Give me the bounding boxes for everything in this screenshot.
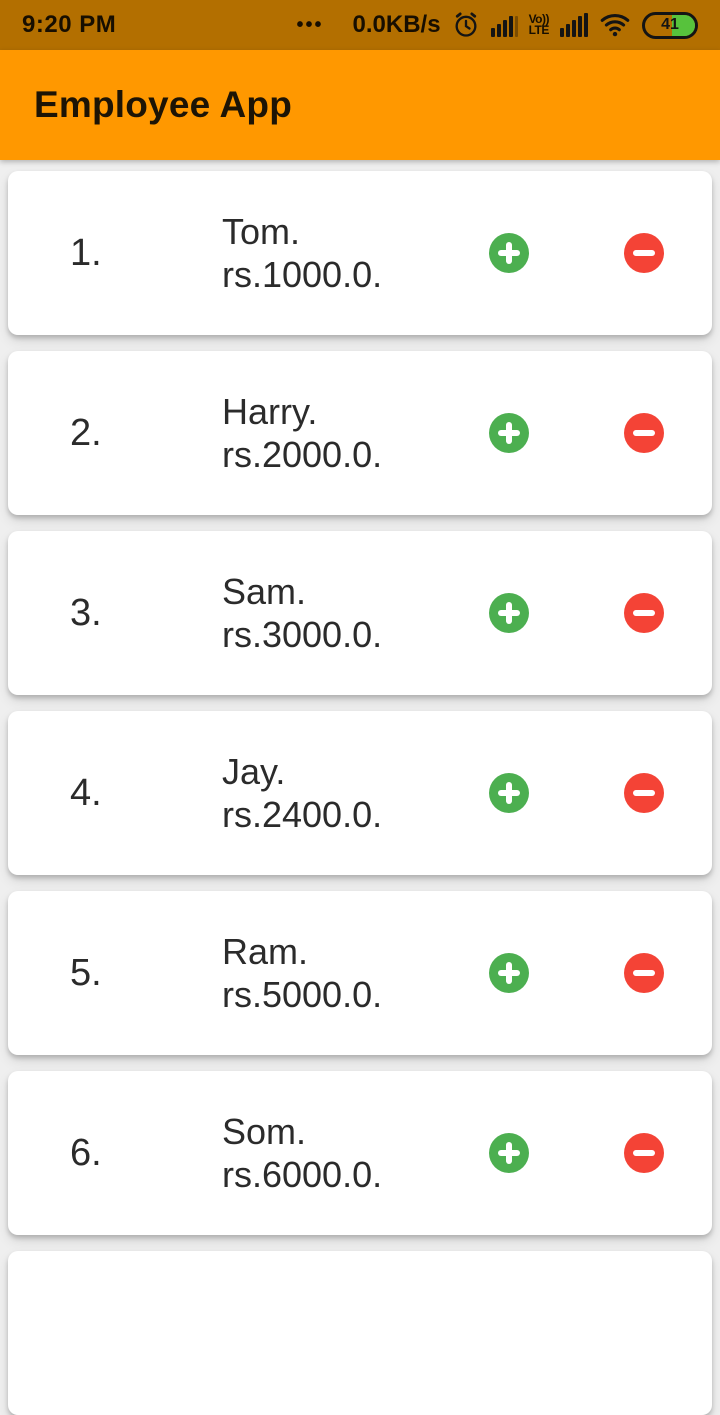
plus-icon xyxy=(506,422,512,444)
employee-index: 6. xyxy=(70,1131,102,1174)
increase-salary-button[interactable] xyxy=(489,773,529,813)
battery-fill xyxy=(672,14,695,36)
page-title: Employee App xyxy=(34,84,293,125)
employee-info: Som. rs.6000.0. xyxy=(222,1110,489,1196)
employee-info: Ram. rs.5000.0. xyxy=(222,930,489,1016)
plus-icon xyxy=(506,782,512,804)
app-bar: Employee App xyxy=(0,50,720,160)
wifi-icon xyxy=(599,12,631,38)
minus-icon xyxy=(633,970,655,976)
battery-icon: 41 xyxy=(642,11,698,39)
status-bar: 9:20 PM ••• 0.0KB/s Vo)) LTE xyxy=(0,0,720,50)
sim1-signal-icon xyxy=(490,13,518,37)
employee-card: 2. Harry. rs.2000.0. xyxy=(8,351,712,515)
employee-card: 1. Tom. rs.1000.0. xyxy=(8,171,712,335)
minus-icon xyxy=(633,790,655,796)
employee-index: 2. xyxy=(70,411,102,454)
employee-name: Ram. xyxy=(222,931,309,972)
decrease-salary-button[interactable] xyxy=(624,773,664,813)
employee-info: Harry. rs.2000.0. xyxy=(222,390,489,476)
plus-icon xyxy=(506,242,512,264)
employee-card: 5. Ram. rs.5000.0. xyxy=(8,891,712,1055)
employee-index: 1. xyxy=(70,231,102,274)
employee-salary: rs.5000.0. xyxy=(222,974,383,1015)
clock-time: 9:20 PM xyxy=(22,11,117,38)
sim2-signal-icon xyxy=(560,13,588,37)
status-bar-icons: ••• 0.0KB/s Vo)) LTE xyxy=(296,11,698,39)
decrease-salary-button[interactable] xyxy=(624,953,664,993)
employee-card: 3. Sam. rs.3000.0. xyxy=(8,531,712,695)
increase-salary-button[interactable] xyxy=(489,1133,529,1173)
employee-salary: rs.2000.0. xyxy=(222,434,383,475)
alarm-clock-icon xyxy=(452,11,480,39)
plus-icon xyxy=(506,962,512,984)
network-speed: 0.0KB/s xyxy=(352,11,441,38)
employee-index: 5. xyxy=(70,951,102,994)
employee-name: Tom. xyxy=(222,211,301,252)
minus-icon xyxy=(633,1150,655,1156)
notification-dots-icon: ••• xyxy=(296,13,324,36)
increase-salary-button[interactable] xyxy=(489,953,529,993)
employee-name: Sam. xyxy=(222,571,307,612)
employee-salary: rs.3000.0. xyxy=(222,614,383,655)
increase-salary-button[interactable] xyxy=(489,593,529,633)
increase-salary-button[interactable] xyxy=(489,233,529,273)
minus-icon xyxy=(633,430,655,436)
employee-info: Sam. rs.3000.0. xyxy=(222,570,489,656)
employee-name: Som. xyxy=(222,1111,307,1152)
decrease-salary-button[interactable] xyxy=(624,1133,664,1173)
employee-info: Jay. rs.2400.0. xyxy=(222,750,489,836)
employee-info: Tom. rs.1000.0. xyxy=(222,210,489,296)
volte-top-label: Vo)) xyxy=(528,12,550,26)
employee-card-partial xyxy=(8,1251,712,1415)
employee-card: 4. Jay. rs.2400.0. xyxy=(8,711,712,875)
minus-icon xyxy=(633,250,655,256)
decrease-salary-button[interactable] xyxy=(624,233,664,273)
increase-salary-button[interactable] xyxy=(489,413,529,453)
volte-bottom-label: LTE xyxy=(528,23,550,37)
decrease-salary-button[interactable] xyxy=(624,413,664,453)
employee-salary: rs.6000.0. xyxy=(222,1154,383,1195)
plus-icon xyxy=(506,1142,512,1164)
employee-salary: rs.2400.0. xyxy=(222,794,383,835)
employee-card: 6. Som. rs.6000.0. xyxy=(8,1071,712,1235)
employee-index: 4. xyxy=(70,771,102,814)
employee-salary: rs.1000.0. xyxy=(222,254,383,295)
employee-name: Jay. xyxy=(222,751,286,792)
battery-percent: 41 xyxy=(661,16,679,33)
plus-icon xyxy=(506,602,512,624)
decrease-salary-button[interactable] xyxy=(624,593,664,633)
employee-index: 3. xyxy=(70,591,102,634)
employee-list: 1. Tom. rs.1000.0. 2. Harry. rs.2000.0. … xyxy=(0,160,720,1415)
volte-icon: Vo)) LTE xyxy=(528,12,550,37)
employee-name: Harry. xyxy=(222,391,318,432)
minus-icon xyxy=(633,610,655,616)
